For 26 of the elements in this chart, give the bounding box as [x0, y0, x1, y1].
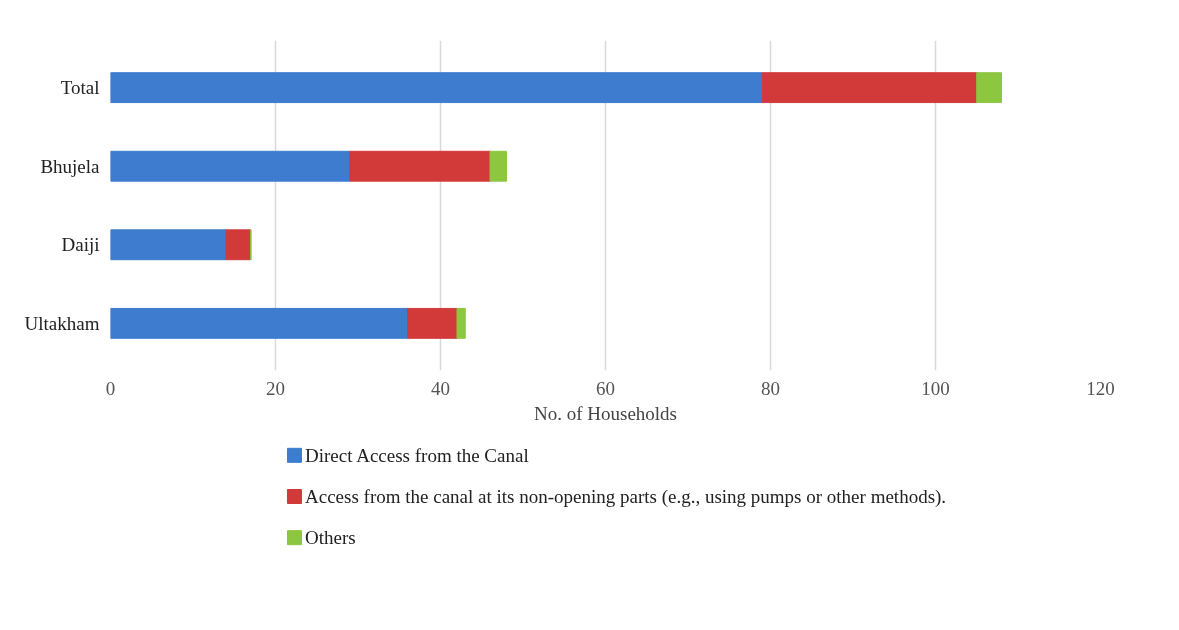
x-tick-label: 40 [431, 377, 450, 399]
bar [489, 150, 507, 182]
legend-label: Access from the canal at its non-opening parts (e.g., using pumps or other methods). [305, 486, 947, 508]
y-tick-label: Ultakham [24, 312, 100, 334]
x-tick-label: 120 [1086, 377, 1115, 399]
x-tick-label: 100 [921, 377, 950, 399]
bar [225, 229, 252, 261]
bar [761, 72, 978, 104]
x-tick-label: 20 [266, 377, 285, 399]
legend-label: Others [305, 527, 356, 549]
x-tick-label: 0 [105, 377, 116, 399]
x-tick-label: 60 [596, 377, 615, 399]
bar [110, 150, 351, 182]
y-tick-label: Bhujela [40, 155, 101, 177]
bar [110, 72, 763, 104]
x-axis-title: No. of Households [533, 402, 678, 424]
y-tick-label: Daiji [61, 234, 100, 256]
bar [110, 229, 227, 261]
bar [976, 72, 1002, 104]
bar [349, 150, 491, 182]
y-tick-label: Total [60, 77, 100, 99]
bar [407, 307, 458, 339]
bar [110, 307, 408, 339]
x-tick-label: 80 [761, 377, 780, 399]
legend-label: Direct Access from the Canal [305, 444, 529, 466]
bar [456, 307, 466, 339]
